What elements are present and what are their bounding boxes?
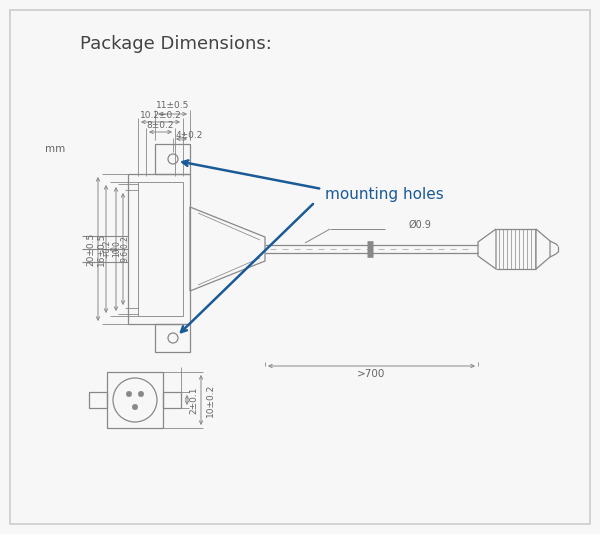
- Text: 2±0.1: 2±0.1: [190, 386, 199, 414]
- Circle shape: [126, 391, 132, 397]
- Text: +0.2
10.0: +0.2 10.0: [102, 240, 122, 258]
- Text: 10.2±0.2: 10.2±0.2: [140, 111, 181, 120]
- Text: Package Dimensions:: Package Dimensions:: [80, 35, 272, 53]
- Text: mm: mm: [45, 144, 65, 154]
- Text: 16±0.5: 16±0.5: [97, 232, 106, 266]
- Text: 10±0.2: 10±0.2: [205, 383, 215, 417]
- Circle shape: [138, 391, 144, 397]
- Circle shape: [132, 404, 138, 410]
- Text: 8±0.2: 8±0.2: [147, 121, 174, 130]
- Text: 11±0.5: 11±0.5: [156, 101, 189, 111]
- Text: 4±0.2: 4±0.2: [176, 130, 203, 139]
- Text: >700: >700: [358, 369, 386, 379]
- Text: Ø0.9: Ø0.9: [409, 220, 431, 230]
- Text: 0
9.6-0.2: 0 9.6-0.2: [110, 235, 130, 262]
- Text: mounting holes: mounting holes: [325, 186, 444, 201]
- Text: 20±0.5: 20±0.5: [86, 232, 95, 265]
